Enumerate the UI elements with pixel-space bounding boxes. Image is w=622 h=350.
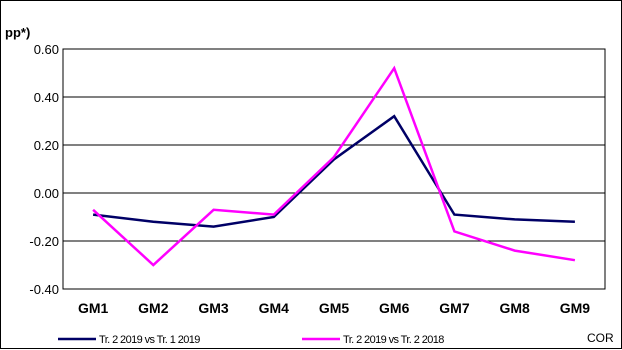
- legend-label-1: Tr. 2 2019 vs Tr. 1 2019: [99, 334, 200, 346]
- y-tick-label: -0.40: [29, 282, 59, 297]
- x-tick-label: GM5: [319, 300, 350, 316]
- y-tick-label: -0.20: [29, 234, 59, 249]
- y-tick-label: 0.40: [34, 90, 59, 105]
- legend-label-2: Tr. 2 2019 vs Tr. 2 2018: [343, 334, 444, 346]
- source-note: COR: [587, 331, 614, 345]
- x-tick-label: GM4: [259, 300, 290, 316]
- series-line-1: [92, 114, 575, 228]
- y-tick-labels: 0.60 0.40 0.20 0.00 -0.20 -0.40: [29, 42, 59, 297]
- x-tick-label: GM6: [379, 300, 410, 316]
- series-line-2: [92, 65, 576, 267]
- y-tick-label: 0.60: [34, 42, 59, 57]
- x-tick-label: GM2: [138, 300, 169, 316]
- x-tick-label: GM1: [78, 300, 109, 316]
- x-tick-label: GM9: [560, 300, 591, 316]
- plot-area: [62, 48, 606, 290]
- x-tick-label: GM3: [198, 300, 229, 316]
- gridlines: [63, 96, 605, 242]
- y-tick-label: 0.20: [34, 138, 59, 153]
- legend: Tr. 2 2019 vs Tr. 1 2019 Tr. 2 2019 vs Tr…: [58, 334, 445, 346]
- x-tick-label: GM8: [499, 300, 530, 316]
- x-tick-label: GM7: [439, 300, 470, 316]
- x-tick-labels: GM1 GM2 GM3 GM4 GM5 GM6 GM7 GM8 GM9: [78, 300, 590, 316]
- y-tick-label: 0.00: [34, 186, 59, 201]
- y-axis-label: pp*): [5, 25, 30, 40]
- series-lines: [92, 65, 576, 267]
